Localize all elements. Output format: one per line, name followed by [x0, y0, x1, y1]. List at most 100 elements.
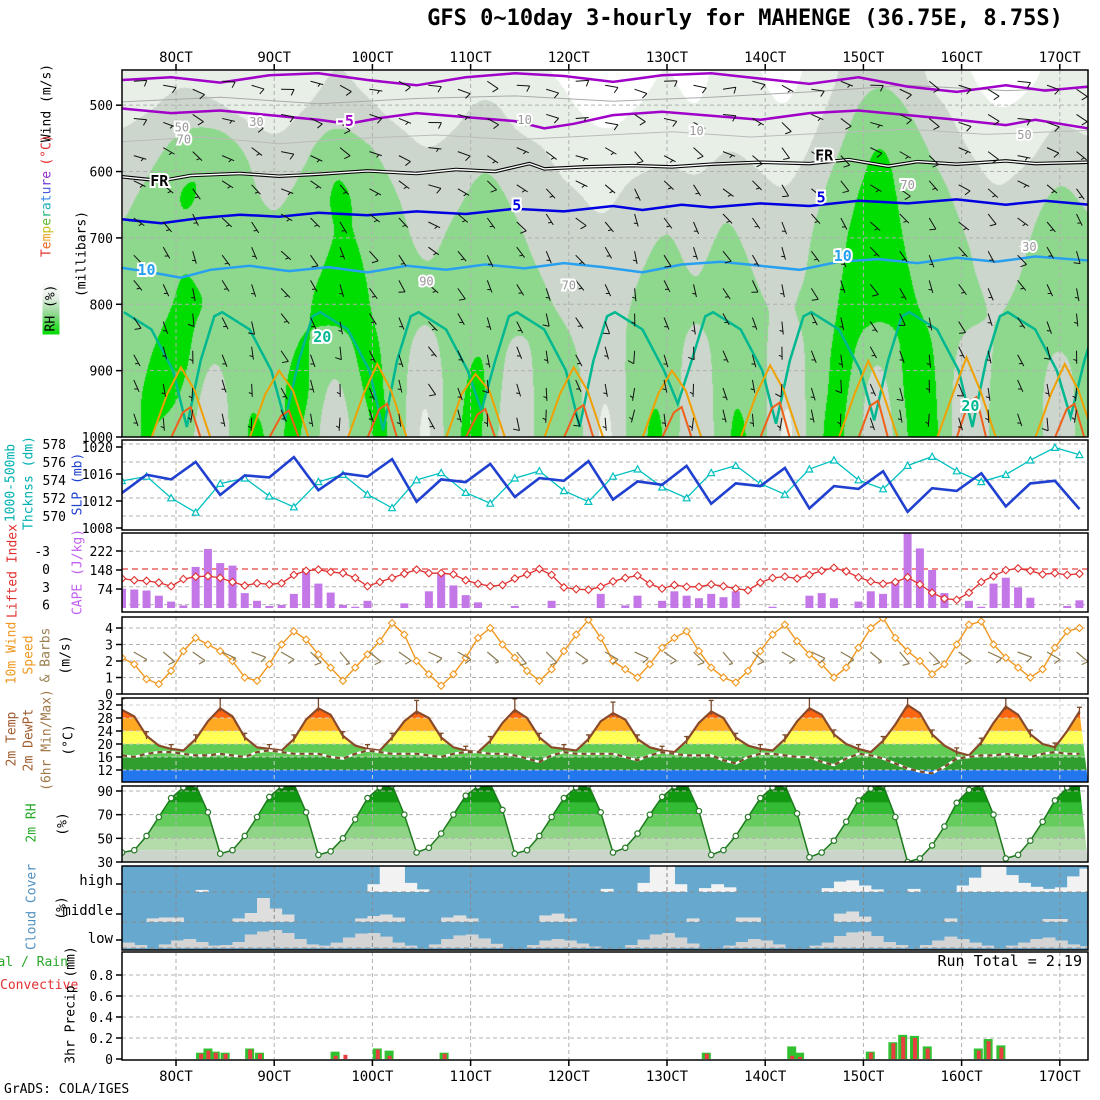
svg-text:15OCT: 15OCT	[842, 50, 885, 66]
temperature-letter: u	[39, 186, 55, 195]
svg-text:576: 576	[43, 456, 66, 471]
svg-text:10: 10	[138, 261, 156, 279]
temperature-letter: r	[39, 178, 55, 187]
axis-label-2m-rh: 2m RH	[24, 803, 40, 843]
axis-label-t2-degc: (°C)	[61, 724, 77, 756]
svg-text:1000: 1000	[82, 431, 113, 446]
svg-text:222: 222	[90, 545, 113, 560]
temperature-letter: e	[39, 241, 55, 250]
svg-text:50: 50	[1017, 128, 1031, 142]
svg-text:high: high	[79, 873, 113, 889]
svg-text:1: 1	[105, 672, 113, 687]
svg-text:800: 800	[90, 298, 113, 313]
panel-2m-rh: 90 70 50 30	[97, 785, 1089, 871]
svg-text:32: 32	[97, 699, 113, 714]
svg-text:16OCT: 16OCT	[941, 50, 984, 66]
axis-label-temperature: Temperature	[40, 171, 55, 257]
panel-li-cape: 222 148 74 -3 0 3 6	[34, 532, 1089, 614]
svg-text:11OCT: 11OCT	[450, 50, 493, 66]
svg-text:570: 570	[43, 510, 66, 525]
page-title: GFS 0~10day 3-hourly for MAHENGE (36.75E…	[427, 6, 1063, 31]
axis-label-minmax: (6hr Min/Max)	[39, 689, 55, 791]
axis-label-2m-dewpt: 2m DewPt	[21, 708, 37, 772]
svg-text:16OCT: 16OCT	[941, 1069, 984, 1085]
svg-text:17OCT: 17OCT	[1039, 1069, 1082, 1085]
svg-text:20: 20	[961, 397, 979, 415]
temperature-letter: e	[39, 217, 55, 226]
axis-label-thickness-2: Thcknss (dm)	[21, 436, 37, 530]
axis-label-lifted-index: Lifted Index	[5, 524, 21, 618]
axis-label-10m-wind: 10m Wind	[4, 621, 20, 685]
svg-text:2: 2	[105, 655, 113, 670]
axis-label-cloud-cover: Cloud Cover	[24, 863, 40, 951]
axis-label-2m-temp: 2m Temp	[4, 711, 20, 767]
svg-text:572: 572	[43, 492, 66, 507]
top-time-axis: 8OCT 9OCT 10OCT 11OCT 12OCT 13OCT 14OCT 15OCT 16…	[159, 50, 1081, 70]
svg-text:12OCT: 12OCT	[548, 50, 591, 66]
axis-label-cloud-pct: (%)	[54, 896, 70, 920]
svg-text:FR: FR	[815, 146, 834, 164]
svg-text:13OCT: 13OCT	[646, 50, 689, 66]
svg-text:10OCT: 10OCT	[351, 50, 394, 66]
svg-text:90: 90	[97, 785, 113, 800]
axis-label-barbs: & Barbs	[38, 627, 54, 683]
svg-text:16: 16	[97, 751, 113, 766]
svg-text:3: 3	[105, 639, 113, 654]
svg-text:900: 900	[90, 365, 113, 380]
svg-text:1012: 1012	[82, 495, 113, 510]
svg-text:0.6: 0.6	[90, 990, 113, 1005]
rh-colorbar-legend: RH (%)	[42, 281, 60, 335]
axis-label-3hr-precip: 3hr Precip (mm)	[63, 946, 79, 1064]
axis-label-rh-pct: (%)	[55, 812, 71, 836]
svg-text:0: 0	[105, 688, 113, 703]
svg-text:10: 10	[517, 113, 531, 127]
svg-text:500: 500	[90, 99, 113, 114]
svg-text:12OCT: 12OCT	[548, 1069, 591, 1085]
svg-text:1008: 1008	[82, 522, 113, 537]
svg-text:0.2: 0.2	[90, 1032, 113, 1047]
svg-text:90: 90	[419, 275, 433, 289]
svg-text:20: 20	[313, 328, 331, 346]
temperature-letter: t	[39, 194, 55, 203]
svg-text:0: 0	[105, 1053, 113, 1068]
svg-text:5: 5	[817, 189, 826, 207]
panel-precip: Run Total = 2.19 0.8 0.6 0.4 0.2 0 8OCT 9OCT 10O…	[90, 951, 1089, 1085]
svg-text:13OCT: 13OCT	[646, 1069, 689, 1085]
axis-label-millibars: (millibars)	[74, 210, 90, 298]
svg-text:50: 50	[97, 832, 113, 847]
svg-text:24: 24	[97, 725, 113, 740]
svg-text:11OCT: 11OCT	[450, 1069, 493, 1085]
temperature-letter: r	[39, 210, 55, 218]
svg-text:15OCT: 15OCT	[842, 1069, 885, 1085]
svg-text:700: 700	[90, 232, 113, 247]
temperature-letter: a	[39, 202, 55, 211]
svg-text:8OCT: 8OCT	[159, 1069, 193, 1085]
svg-text:14OCT: 14OCT	[744, 1069, 787, 1085]
svg-text:3: 3	[42, 581, 50, 596]
svg-text:600: 600	[90, 166, 113, 181]
svg-text:28: 28	[97, 712, 113, 727]
svg-text:6: 6	[42, 599, 50, 614]
svg-text:30: 30	[97, 856, 113, 871]
svg-text:17OCT: 17OCT	[1039, 50, 1082, 66]
temperature-letter: T	[39, 249, 55, 258]
grads-credit: GrADS: COLA/IGES	[4, 1082, 130, 1097]
svg-text:5: 5	[512, 197, 521, 215]
svg-text:70: 70	[97, 809, 113, 824]
axis-label-ms: (m/s)	[58, 635, 74, 675]
svg-text:9OCT: 9OCT	[257, 1069, 291, 1085]
panel-10m-wind: 4 32 10	[105, 616, 1089, 703]
svg-text:low: low	[88, 931, 114, 947]
legend-convective: Convective	[0, 978, 79, 993]
svg-text:70: 70	[562, 279, 576, 293]
svg-text:-3: -3	[34, 545, 50, 560]
upper-wind-barbs	[133, 79, 1088, 432]
axis-label-cape: CAPE (J/kg)	[70, 528, 86, 616]
svg-text:0.8: 0.8	[90, 969, 113, 984]
svg-text:0.4: 0.4	[90, 1011, 114, 1026]
axis-label-slp: SLP (mb)	[70, 452, 86, 516]
temperature-letter: m	[39, 233, 55, 242]
svg-text:30: 30	[249, 115, 263, 129]
